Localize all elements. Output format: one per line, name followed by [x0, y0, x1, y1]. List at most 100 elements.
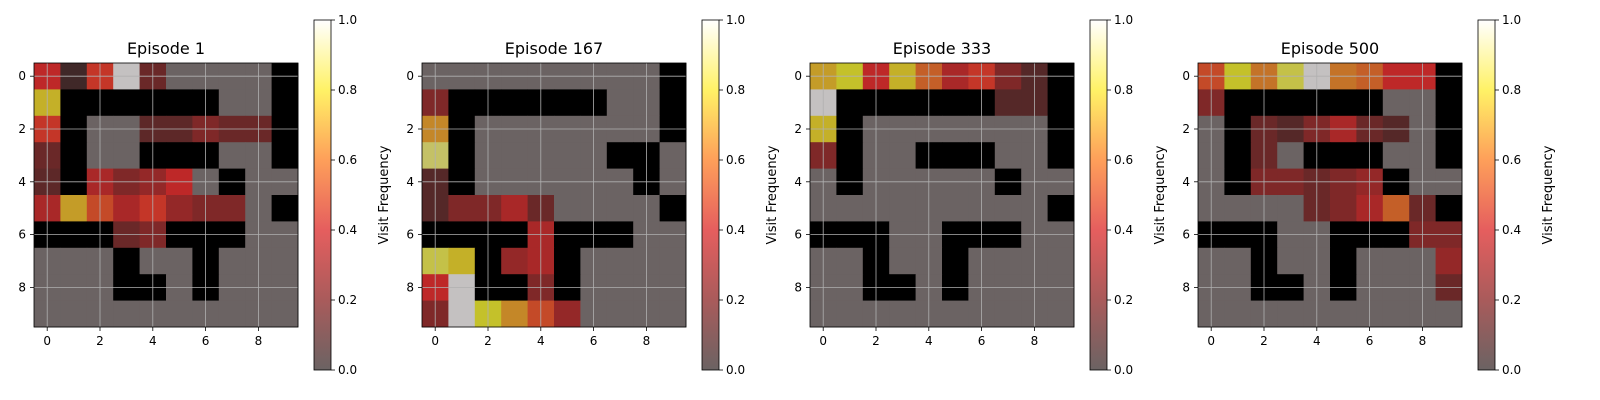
heatmap-cell — [60, 300, 88, 328]
wall-cell — [113, 247, 140, 275]
wall-cell — [1047, 142, 1075, 169]
heatmap-cell — [554, 142, 581, 169]
wall-cell — [113, 89, 140, 117]
heatmap-cell — [1047, 247, 1075, 275]
x-tick-label: 0 — [1207, 334, 1215, 348]
y-tick-label: 4 — [406, 175, 414, 189]
y-tick-label: 6 — [794, 228, 802, 242]
heatmap-cell — [218, 142, 246, 169]
panel-title: Episode 167 — [505, 39, 603, 58]
colorbar-tick-label: 0.6 — [1502, 153, 1521, 167]
wall-cell — [836, 142, 864, 169]
y-tick-label: 8 — [18, 280, 26, 294]
heatmap-cell — [448, 300, 476, 328]
colorbar-gradient — [313, 19, 332, 371]
wall-cell — [448, 89, 476, 117]
heatmap-cell — [836, 195, 864, 222]
colorbar-label: Visit Frequency — [1153, 145, 1168, 244]
y-tick-label: 8 — [1182, 280, 1190, 294]
heatmap-cell — [1435, 300, 1463, 328]
y-tick-label: 6 — [1182, 228, 1190, 242]
heatmap-cell — [166, 300, 193, 328]
colorbar-tick-label: 0.0 — [338, 363, 357, 377]
heatmap-panel: Episode 333 0 0 2 2 4 4 6 6 8 8 0.0 0.2 0.4 0.6 0.8 1.0 V… — [794, 13, 1168, 377]
wall-cell — [942, 247, 969, 275]
wall-cell — [166, 89, 193, 117]
colorbar-tick-label: 0.6 — [1114, 153, 1133, 167]
heatmap-cell — [501, 247, 528, 275]
panel-title: Episode 333 — [893, 39, 991, 58]
heatmap-cell — [1277, 247, 1304, 275]
colorbar-tick-label: 0.8 — [338, 83, 357, 97]
heatmap-cell — [1224, 195, 1252, 222]
colorbar-tick-label: 1.0 — [1114, 13, 1133, 27]
heatmap-cell — [1382, 300, 1410, 328]
wall-cell — [659, 195, 687, 222]
heatmap-cell — [113, 195, 140, 222]
heatmap-cell — [659, 247, 687, 275]
colorbar-tick-label: 1.0 — [726, 13, 745, 27]
heatmap-panel: Episode 500 0 0 2 2 4 4 6 6 8 8 0.0 0.2 0.4 0.6 0.8 1.0 V… — [1182, 13, 1556, 377]
heatmap-cell — [994, 142, 1022, 169]
colorbar: 0.0 0.2 0.4 0.6 0.8 1.0 Visit Frequency — [1477, 13, 1556, 377]
x-tick-label: 8 — [643, 334, 651, 348]
x-tick-label: 6 — [202, 334, 210, 348]
wall-cell — [942, 142, 969, 169]
heatmap-cell — [166, 195, 193, 222]
wall-cell — [1224, 89, 1252, 117]
heatmap-cell — [836, 300, 864, 328]
x-tick-label: 2 — [872, 334, 880, 348]
colorbar-tick-label: 1.0 — [1502, 13, 1521, 27]
panel-title: Episode 1 — [127, 39, 205, 58]
wall-cell — [271, 195, 299, 222]
heatmap-cell — [271, 247, 299, 275]
y-tick-label: 0 — [794, 69, 802, 83]
x-tick-label: 4 — [1313, 334, 1321, 348]
heatmap-cell — [271, 300, 299, 328]
heatmap-cell — [1047, 300, 1075, 328]
y-tick-label: 0 — [1182, 69, 1190, 83]
x-tick-label: 4 — [925, 334, 933, 348]
colorbar-tick-label: 0.4 — [1502, 223, 1521, 237]
y-tick-label: 0 — [18, 69, 26, 83]
x-tick-label: 8 — [255, 334, 263, 348]
heatmap-cell — [1382, 195, 1410, 222]
heatmap-cell — [1224, 300, 1252, 328]
x-tick-label: 2 — [1260, 334, 1268, 348]
wall-cell — [1224, 142, 1252, 169]
y-tick-label: 2 — [18, 122, 26, 136]
colorbar-tick-label: 0.2 — [726, 293, 745, 307]
wall-cell — [60, 142, 88, 169]
colorbar-tick-label: 0.0 — [1502, 363, 1521, 377]
wall-cell — [166, 142, 193, 169]
heatmap-cell — [218, 89, 246, 117]
heatmap-cell — [554, 195, 581, 222]
heatmap-panel: Episode 1 0 0 2 2 4 4 6 6 8 8 0.0 0.2 0.4 0.6 0.8 1.0 Vis… — [18, 13, 392, 377]
colorbar: 0.0 0.2 0.4 0.6 0.8 1.0 Visit Frequency — [1089, 13, 1168, 377]
heatmap-cell — [1382, 89, 1410, 117]
heatmap-cell — [606, 247, 634, 275]
axes-frame — [809, 62, 1075, 328]
wall-cell — [501, 89, 528, 117]
colorbar-label: Visit Frequency — [1541, 145, 1556, 244]
wall-cell — [1047, 195, 1075, 222]
wall-cell — [659, 89, 687, 117]
heatmap-cell — [501, 142, 528, 169]
colorbar-gradient — [1089, 19, 1108, 371]
wall-cell — [1435, 89, 1463, 117]
colorbar-tick-label: 0.4 — [338, 223, 357, 237]
wall-cell — [271, 142, 299, 169]
colorbar-tick-label: 0.8 — [726, 83, 745, 97]
colorbar-tick-label: 0.0 — [1114, 363, 1133, 377]
heatmap-cell — [60, 247, 88, 275]
heatmap-cell — [1382, 247, 1410, 275]
colorbar-tick-label: 0.2 — [1114, 293, 1133, 307]
panel-title: Episode 500 — [1281, 39, 1379, 58]
colorbar-tick-label: 0.8 — [1114, 83, 1133, 97]
colorbar-gradient — [701, 19, 720, 371]
y-tick-label: 8 — [406, 280, 414, 294]
heatmap-cell — [218, 300, 246, 328]
heatmap-cell — [836, 247, 864, 275]
colorbar-gradient — [1477, 19, 1496, 371]
y-tick-label: 6 — [406, 228, 414, 242]
